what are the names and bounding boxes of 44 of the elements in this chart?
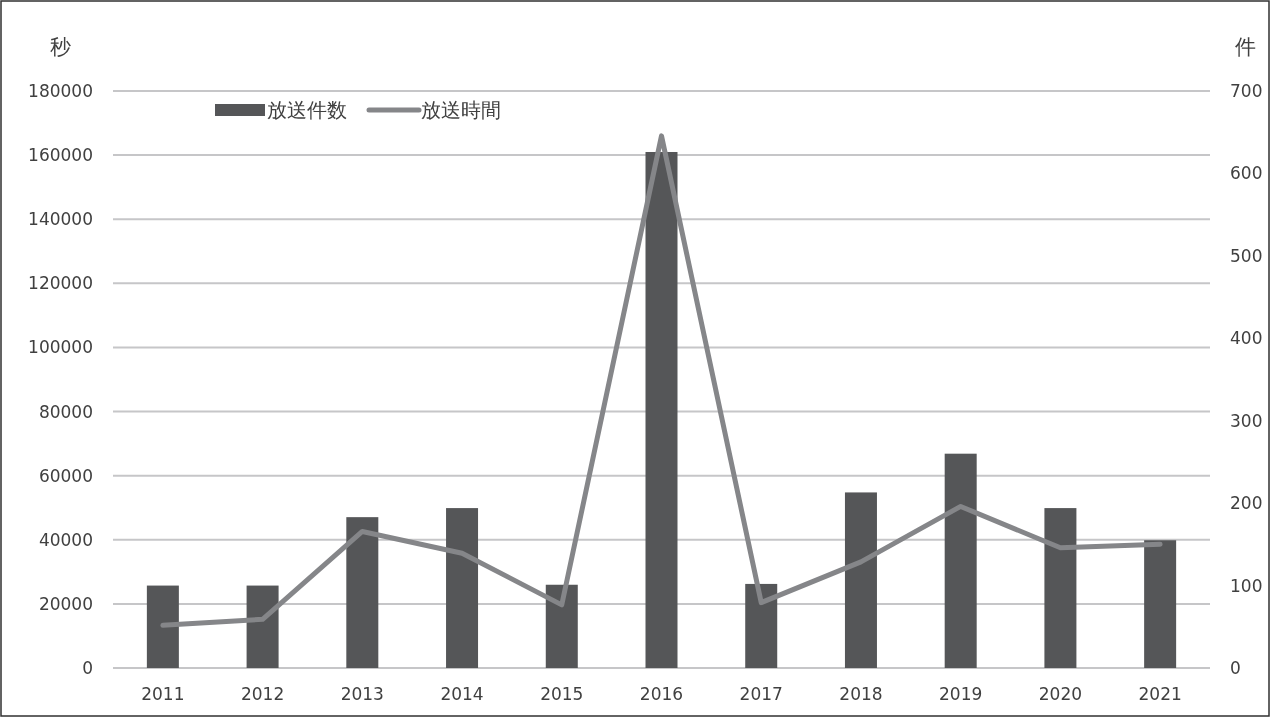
y-tick-label: 160000 (28, 145, 93, 166)
x-tick-label: 2011 (141, 684, 185, 704)
y2-tick-label: 600 (1230, 163, 1263, 184)
y2-tick-label: 500 (1230, 245, 1263, 266)
legend-label: 放送時間 (421, 98, 501, 122)
y-tick-label: 60000 (38, 465, 93, 486)
y2-tick-label: 100 (1230, 575, 1263, 596)
y2-tick-label: 400 (1230, 328, 1263, 349)
x-tick-label: 2012 (240, 684, 285, 704)
y-tick-label: 40000 (38, 529, 93, 550)
x-tick-label: 2013 (340, 684, 384, 704)
legend-label: 放送件数 (267, 98, 347, 122)
x-tick-label: 2021 (1138, 684, 1182, 704)
x-tick-label: 2016 (639, 684, 684, 704)
y-tick-label: 120000 (28, 273, 93, 294)
bar (645, 152, 678, 668)
x-tick-label: 2019 (939, 684, 983, 704)
bar (844, 492, 877, 668)
x-tick-label: 2017 (739, 684, 783, 704)
bar (944, 453, 977, 668)
x-tick-label: 2020 (1038, 684, 1083, 704)
y-tick-label: 100000 (28, 337, 93, 358)
bar (346, 517, 379, 668)
bar (1044, 508, 1077, 668)
y-tick-label: 0 (82, 658, 93, 678)
bar (446, 508, 479, 668)
x-tick-label: 2014 (440, 684, 484, 704)
y2-tick-label: 300 (1230, 410, 1263, 431)
y-axis-title: 秒 (49, 35, 71, 59)
bar (146, 585, 179, 668)
y-tick-label: 140000 (28, 209, 93, 230)
x-tick-label: 2018 (839, 684, 883, 704)
bar (246, 585, 279, 668)
x-tick-label: 2015 (540, 684, 584, 704)
y2-tick-label: 700 (1230, 81, 1263, 101)
y2-tick-label: 0 (1230, 658, 1241, 678)
bar (1144, 540, 1177, 668)
bar (545, 584, 578, 668)
bar (745, 583, 778, 668)
y-tick-label: 180000 (28, 81, 93, 101)
y2-axis-title: 件 (1234, 35, 1256, 59)
y-tick-label: 20000 (38, 593, 93, 614)
y2-tick-label: 200 (1230, 493, 1263, 514)
y-tick-label: 80000 (38, 401, 93, 422)
